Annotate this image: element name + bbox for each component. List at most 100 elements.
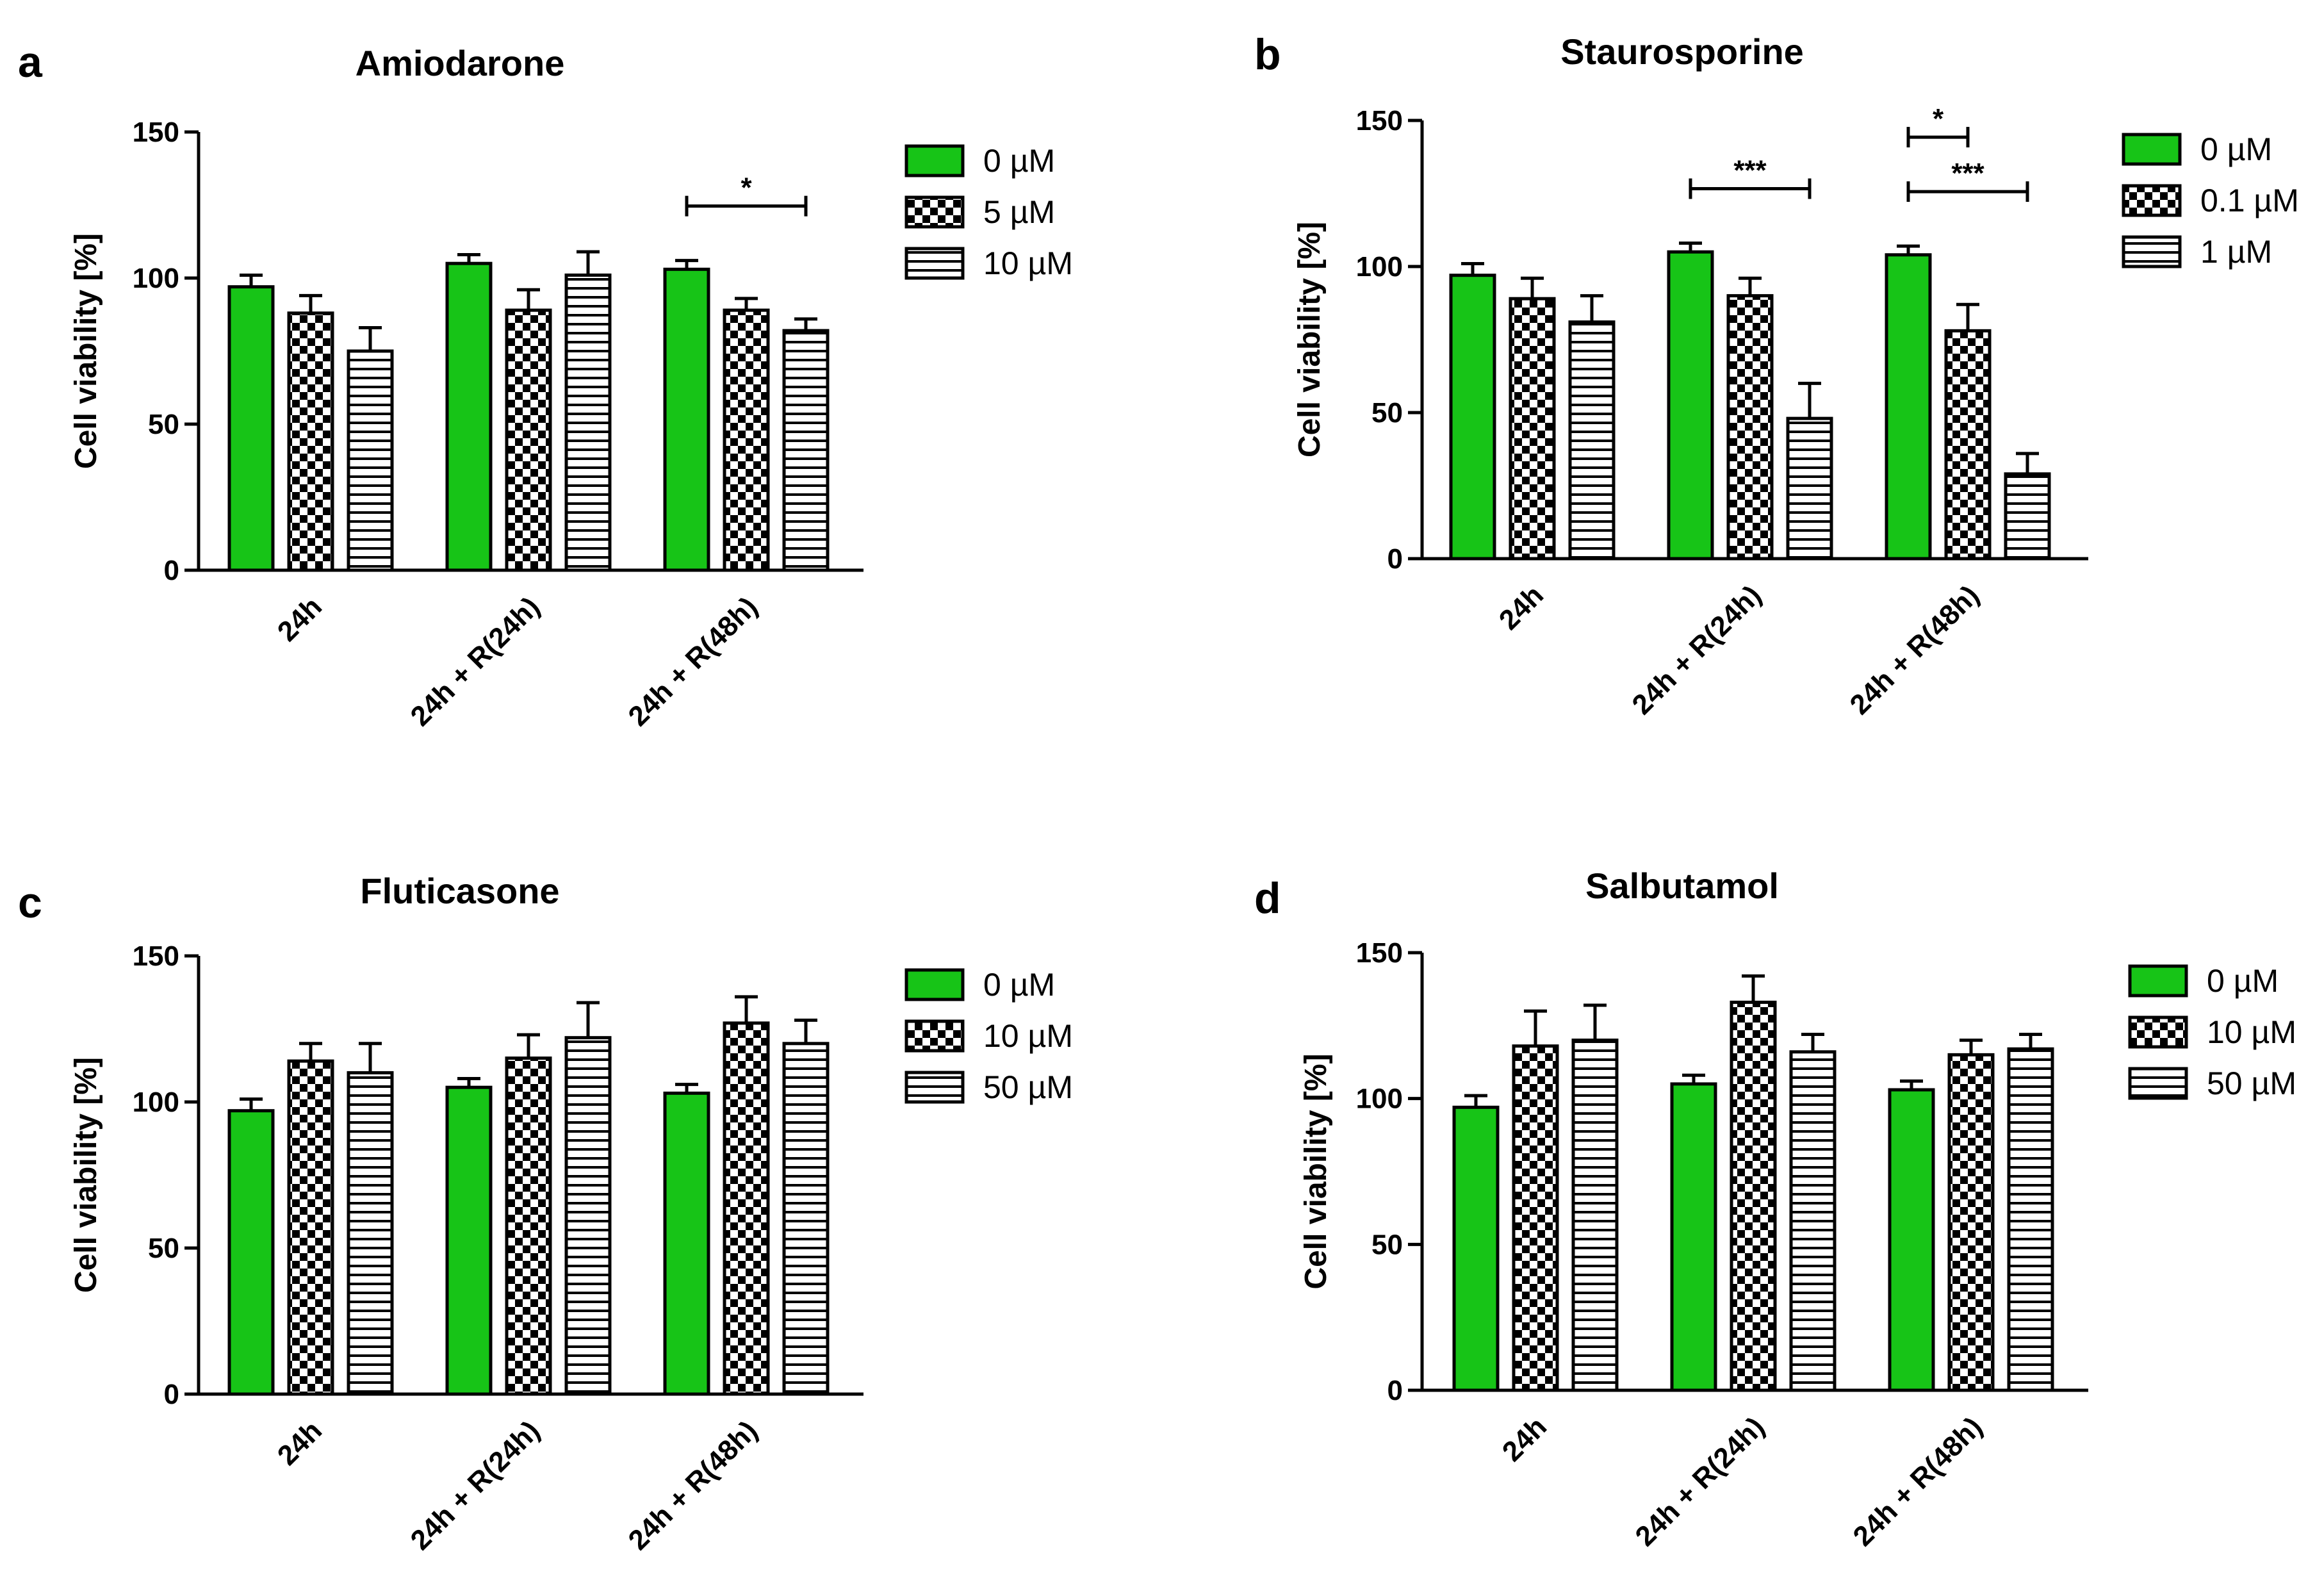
legend-swatch — [2122, 235, 2182, 268]
panel-letter: a — [18, 38, 43, 86]
legend-swatch — [904, 1071, 965, 1104]
bar — [445, 261, 493, 572]
bar — [1944, 329, 1992, 561]
legend-swatch — [2122, 184, 2182, 217]
bar — [2007, 1047, 2054, 1392]
bar — [663, 1091, 710, 1396]
chart-panel-b: b Staurosporine Cell viability [%] 0 50 100 15… — [1254, 30, 2299, 721]
y-tick-label: 100 — [133, 1087, 179, 1118]
chart-panel-c: c Fluticasone Cell viability [%] 0 50 100 150 2… — [18, 871, 1073, 1556]
legend-label: 0.1 µM — [2200, 183, 2299, 218]
panel-title: Staurosporine — [1560, 31, 1804, 72]
bar — [227, 285, 275, 572]
bar — [1670, 1082, 1717, 1392]
bar — [1726, 294, 1774, 561]
legend-swatch — [904, 195, 965, 229]
bar — [347, 1071, 394, 1396]
significance-label: *** — [1951, 158, 1984, 189]
x-category-label: 24h — [272, 591, 328, 647]
significance-label: * — [741, 172, 752, 204]
bar — [347, 349, 394, 572]
chart-panel-a: a Amiodarone Cell viability [%] 0 50 100 150 24… — [18, 38, 1073, 732]
bar — [564, 273, 612, 572]
y-axis-label: Cell viability [%] — [1299, 1053, 1333, 1289]
bar — [663, 267, 710, 572]
y-tick-label: 0 — [164, 555, 179, 586]
x-category-label: 24h — [1493, 579, 1550, 636]
legend-label: 0 µM — [2207, 963, 2279, 999]
y-tick-label: 150 — [133, 117, 179, 148]
panel-title: Amiodarone — [356, 43, 565, 83]
bar — [564, 1036, 612, 1396]
y-tick-label: 100 — [1356, 251, 1403, 283]
legend-label: 50 µM — [983, 1069, 1073, 1105]
y-tick-label: 0 — [164, 1379, 179, 1410]
bar — [505, 1056, 552, 1396]
y-tick-label: 50 — [148, 409, 179, 440]
bar — [287, 311, 334, 572]
bar — [505, 308, 552, 572]
x-category-label: 24h + R(24h) — [1626, 579, 1768, 721]
y-axis-label: Cell viability [%] — [1293, 222, 1327, 457]
bar — [1667, 250, 1714, 561]
legend-swatch — [2122, 133, 2182, 166]
x-category-label: 24h + R(48h) — [623, 1415, 764, 1556]
bar — [723, 308, 770, 572]
y-axis-label: Cell viability [%] — [69, 1057, 103, 1293]
x-category-label: 24h + R(48h) — [1847, 1411, 1989, 1552]
bar — [782, 329, 830, 572]
y-tick-label: 150 — [133, 941, 179, 972]
x-category-label: 24h + R(48h) — [1844, 579, 1986, 721]
bar — [2004, 472, 2051, 561]
x-category-label: 24h + R(24h) — [1630, 1411, 1771, 1552]
legend-label: 10 µM — [2207, 1014, 2296, 1050]
bar — [1512, 1044, 1559, 1392]
y-tick-label: 150 — [1356, 105, 1403, 136]
legend-swatch — [904, 1019, 965, 1053]
y-tick-label: 50 — [1371, 1229, 1403, 1260]
y-tick-label: 100 — [133, 263, 179, 294]
bar — [723, 1021, 770, 1396]
legend-swatch — [904, 968, 965, 1001]
y-tick-label: 0 — [1387, 543, 1403, 575]
bar — [227, 1109, 275, 1396]
x-category-label: 24h + R(24h) — [405, 591, 546, 732]
legend-swatch — [904, 144, 965, 177]
bar — [1786, 416, 1833, 561]
legend-label: 0 µM — [983, 143, 1055, 179]
legend-swatch — [904, 247, 965, 280]
legend-label: 50 µM — [2207, 1065, 2296, 1101]
x-category-label: 24h — [1496, 1411, 1553, 1467]
bar — [1885, 253, 1932, 561]
y-tick-label: 150 — [1356, 937, 1403, 969]
y-tick-label: 50 — [1371, 397, 1403, 429]
bar — [1947, 1053, 1995, 1392]
legend-label: 1 µM — [2200, 234, 2272, 270]
legend-label: 10 µM — [983, 1018, 1073, 1054]
panel-title: Salbutamol — [1585, 866, 1779, 906]
bar — [1509, 297, 1556, 561]
bar — [1730, 1000, 1777, 1392]
panel-letter: c — [18, 878, 42, 927]
significance-label: *** — [1733, 155, 1767, 186]
chart-panel-d: d Salbutamol Cell viability [%] 0 50 100 150 24… — [1254, 866, 2296, 1552]
y-tick-label: 50 — [148, 1233, 179, 1264]
bar — [1452, 1105, 1500, 1392]
panel-letter: d — [1254, 874, 1281, 923]
y-tick-label: 0 — [1387, 1375, 1403, 1406]
legend-label: 0 µM — [983, 967, 1055, 1003]
bar — [1449, 274, 1496, 561]
legend-swatch — [2128, 1015, 2188, 1049]
bar — [1789, 1050, 1837, 1392]
bar — [1568, 320, 1616, 561]
x-category-label: 24h + R(48h) — [623, 591, 764, 732]
legend-label: 5 µM — [983, 194, 1055, 230]
x-category-label: 24h + R(24h) — [405, 1415, 546, 1556]
legend-label: 0 µM — [2200, 131, 2272, 167]
panel-title: Fluticasone — [360, 871, 559, 911]
legend-label: 10 µM — [983, 245, 1073, 281]
x-category-label: 24h — [272, 1415, 328, 1471]
significance-label: * — [1933, 103, 1944, 135]
bar — [782, 1042, 830, 1396]
